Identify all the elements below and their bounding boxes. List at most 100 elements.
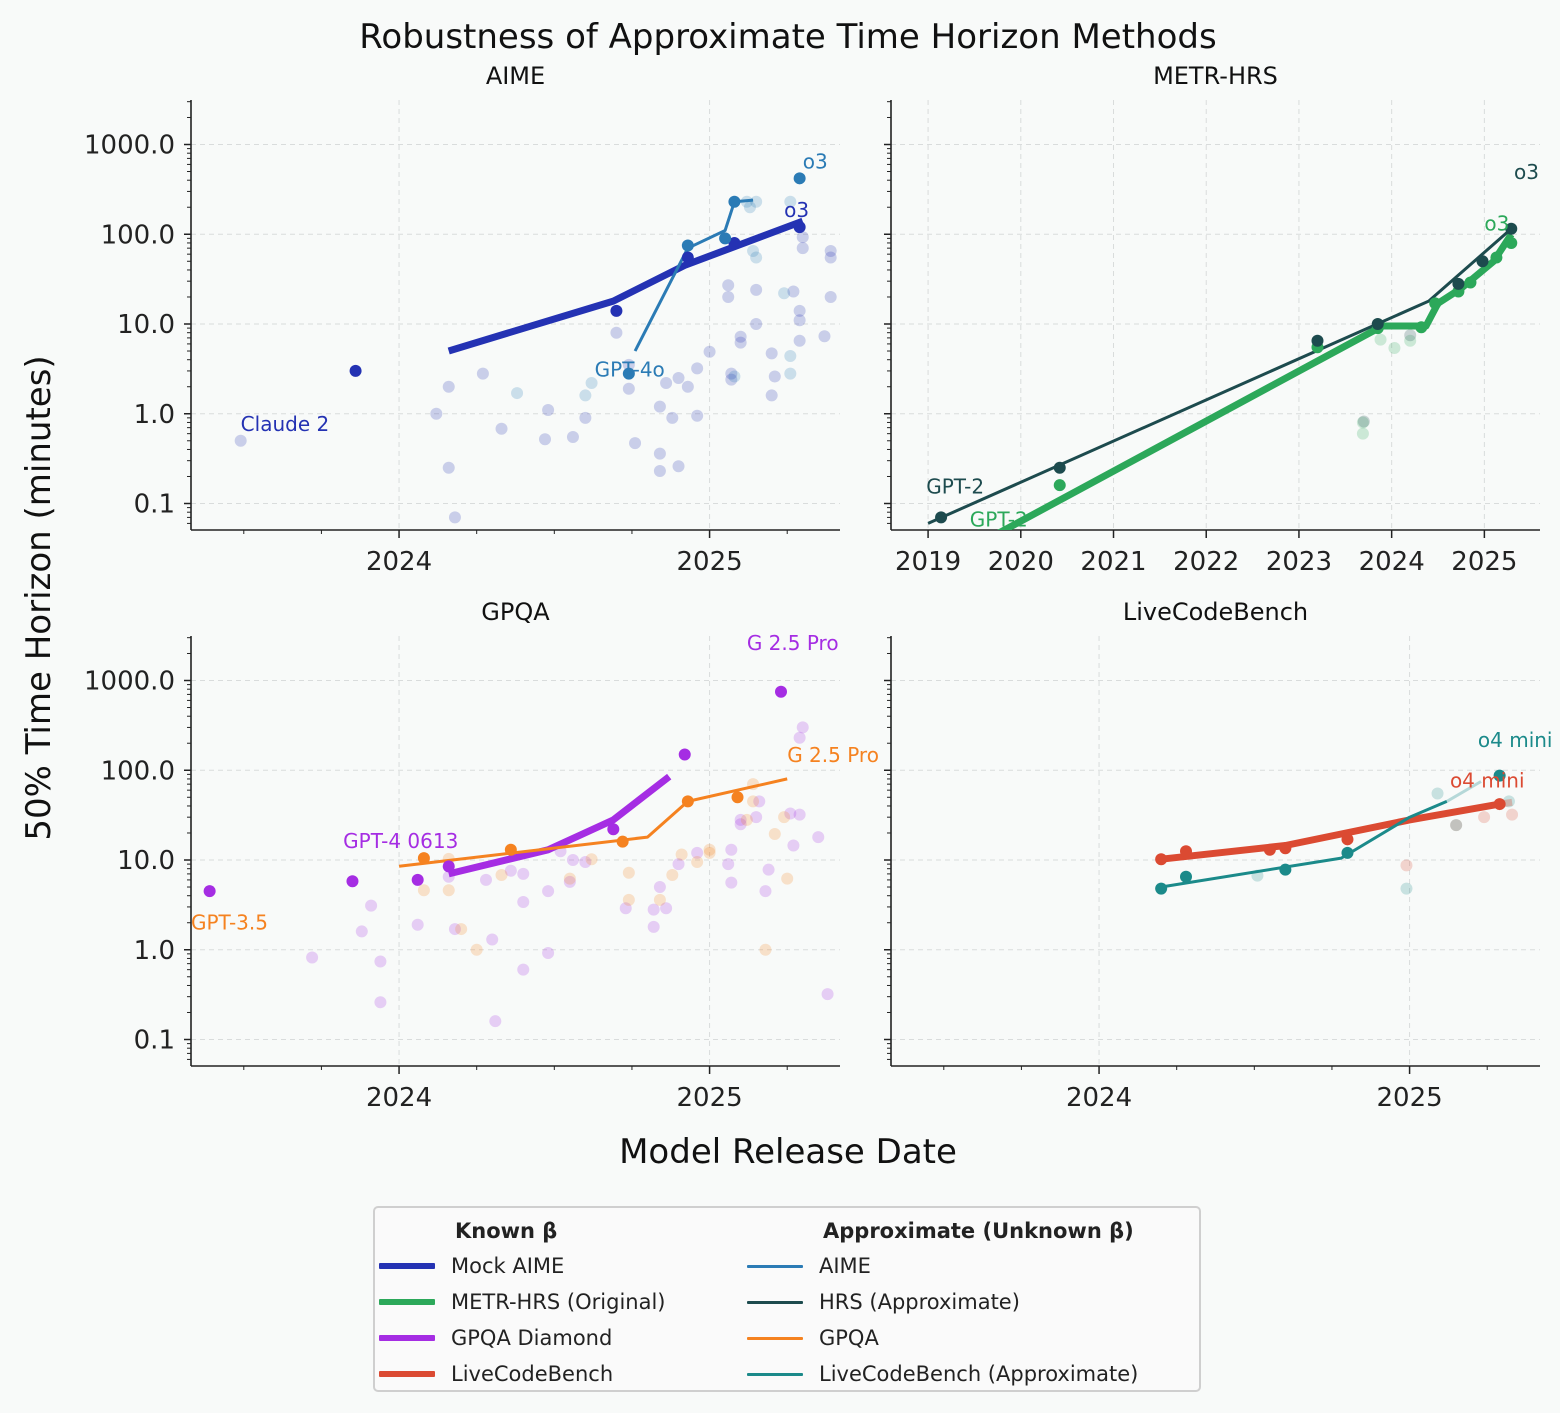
faded-known-point [430,407,443,420]
faded-known-point [824,245,837,258]
faded-known-point [622,382,635,395]
faded-known-point [374,955,387,968]
faded-known-point [722,279,735,292]
faded-known-point [681,380,694,393]
model-annotation: G 2.5 Pro [747,631,839,655]
faded-approx-point [1450,819,1463,832]
known-frontier-point [411,873,424,886]
x-tick-label: 2025 [676,1083,742,1113]
known-frontier-point [1490,251,1503,264]
model-annotation: o3 [1514,160,1539,184]
known-trend-line [447,773,672,878]
faded-known-point [796,242,809,255]
faded-known-point [629,437,642,450]
faded-approx-point [1400,882,1413,895]
x-tick-label: 2021 [1080,547,1146,577]
known-frontier-point [1180,845,1192,858]
approx-frontier-point [1053,461,1066,474]
faded-approx-point [768,827,781,840]
legend-label: AIME [819,1254,871,1278]
known-frontier-point [607,823,620,836]
y-tick-label: 100.0 [101,756,175,786]
model-annotation: o3 [1484,212,1509,236]
faded-approx-point [653,893,666,906]
approx-frontier-point [681,239,694,252]
model-annotation: G 2.5 Pro [787,743,879,767]
faded-known-point [448,511,461,524]
faded-approx-point [675,848,688,861]
x-tick-label: 2025 [1376,1083,1442,1113]
faded-known-point [725,843,738,856]
faded-known-point [619,902,632,915]
faded-known-point [660,902,673,915]
y-tick-label: 10.0 [117,310,175,340]
faded-known-point [539,433,551,446]
faded-known-point [542,404,555,417]
legend-swatch [379,1335,435,1341]
panel-title: LiveCodeBench [1123,598,1308,626]
faded-known-point [796,231,809,244]
faded-known-point [722,858,735,871]
faded-known-point [504,864,517,877]
known-trend-line [447,217,804,355]
faded-approx-point [585,853,598,866]
faded-known-point [610,326,623,339]
plot-area [927,222,1518,530]
faded-known-point [796,721,809,734]
approx-frontier-point [731,791,744,804]
faded-approx-point [750,251,763,264]
legend-swatch [747,1372,803,1376]
model-annotation: GPT-2 [926,475,984,499]
legend-entry-gpqa: GPQA [747,1320,1138,1356]
faded-known-point [1388,342,1401,355]
known-frontier-point [1155,853,1168,866]
approx-trend-line [1160,800,1448,889]
faded-known-point [448,923,461,936]
faded-known-point [579,411,592,424]
faded-approx-point [784,367,797,380]
faded-known-point [672,460,685,473]
model-annotation: GPT-4 0613 [343,829,458,853]
y-tick-label: 1.0 [134,400,175,430]
known-frontier-point [1415,321,1428,334]
y-tick-label: 1.0 [134,936,175,966]
faded-known-point [787,285,800,298]
faded-known-point [647,920,660,933]
faded-approx-point [747,245,760,258]
faded-known-point [734,813,747,826]
faded-known-point [517,896,530,909]
faded-known-point [793,808,806,821]
faded-known-point [734,330,747,343]
legend-known-column: Known β Mock AIME METR-HRS (Original) GP… [379,1214,665,1392]
legend-label: GPQA [819,1326,879,1350]
faded-known-point [1356,416,1369,429]
approx-frontier-point [417,852,430,865]
faded-known-point [411,918,424,931]
faded-known-point [653,400,666,413]
known-frontier-point [203,885,216,898]
faded-known-point [442,380,455,393]
faded-known-point [1450,819,1463,832]
faded-known-point [750,283,763,296]
legend: Known β Mock AIME METR-HRS (Original) GP… [373,1206,1201,1392]
faded-known-point [622,358,635,371]
faded-known-point [480,873,492,886]
faded-known-point [442,461,455,474]
model-annotation: GPT-2 [970,507,1028,531]
legend-label: LiveCodeBench [451,1362,614,1386]
faded-known-point [750,811,763,824]
legend-known-title: Known β [455,1219,558,1243]
faded-known-point [672,858,685,871]
model-annotation: o3 [784,198,809,222]
faded-known-point [759,885,772,898]
faded-known-point [306,951,319,964]
figure-title: Robustness of Approximate Time Horizon M… [359,17,1216,57]
faded-known-point [703,345,716,358]
model-annotation: o3 [803,149,828,173]
legend-label: METR-HRS (Original) [451,1290,666,1314]
faded-known-point [1404,334,1417,347]
faded-approx-point [743,201,756,214]
faded-approx-point [622,893,635,906]
known-frontier-point [681,251,694,264]
faded-approx-point [495,869,508,882]
